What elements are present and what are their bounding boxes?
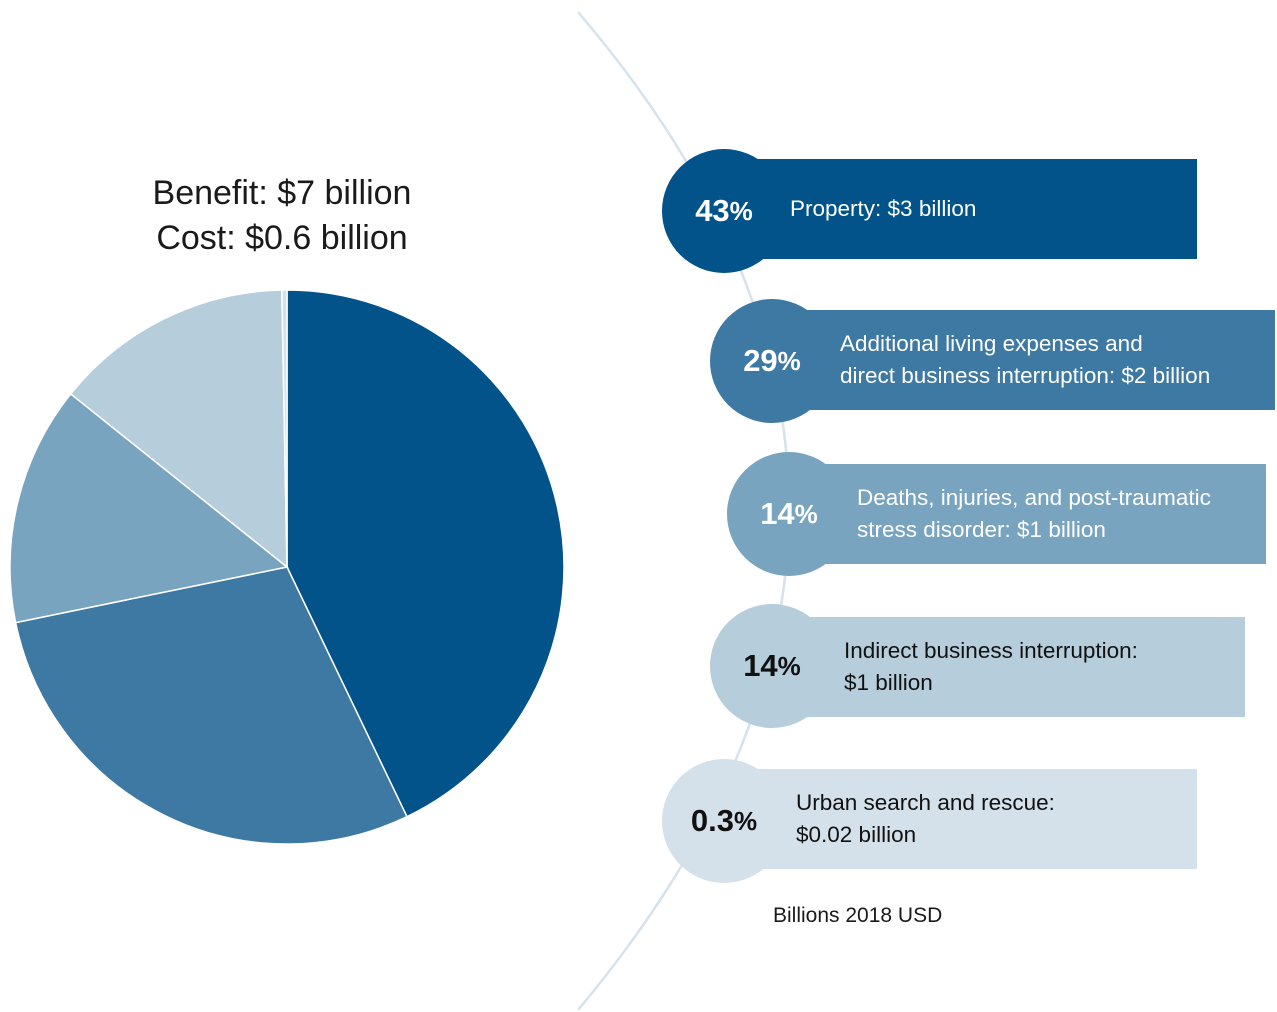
legend-bar-deaths: Deaths, injuries, and post-traumatic str… [803,464,1266,564]
percent-sign: % [778,651,801,682]
legend-bar-indirect: Indirect business interruption: $1 billi… [793,617,1245,717]
percent-value-property: 43 [695,193,729,229]
percent-bubble-indirect: 14% [710,604,834,728]
percent-bubble-rescue: 0.3% [662,759,786,883]
percent-sign: % [730,196,753,227]
percent-bubble-property: 43% [662,149,786,273]
legend-bar-property: Property: $3 billion [739,159,1197,259]
percent-value-indirect: 14 [743,648,777,684]
percent-bubble-living: 29% [710,299,834,423]
percent-sign: % [795,499,818,530]
benefit-title: Benefit: $7 billion [0,171,564,216]
legend-label-rescue: Urban search and rescue: $0.02 billion [796,787,1055,851]
cost-title: Cost: $0.6 billion [0,216,564,261]
pie-slices [10,290,564,844]
percent-value-deaths: 14 [760,496,794,532]
percent-bubble-deaths: 14% [727,452,851,576]
legend-label-living: Additional living expenses and direct bu… [840,328,1210,392]
legend-label-indirect: Indirect business interruption: $1 billi… [844,635,1138,699]
legend-label-property: Property: $3 billion [790,193,976,225]
legend-bar-rescue: Urban search and rescue: $0.02 billion [741,769,1197,869]
percent-value-rescue: 0.3 [691,803,734,839]
unit-note: Billions 2018 USD [773,904,942,928]
percent-value-living: 29 [743,343,777,379]
percent-sign: % [734,806,757,837]
percent-sign: % [778,346,801,377]
legend-bar-living: Additional living expenses and direct bu… [785,310,1275,410]
legend-label-deaths: Deaths, injuries, and post-traumatic str… [857,482,1211,546]
